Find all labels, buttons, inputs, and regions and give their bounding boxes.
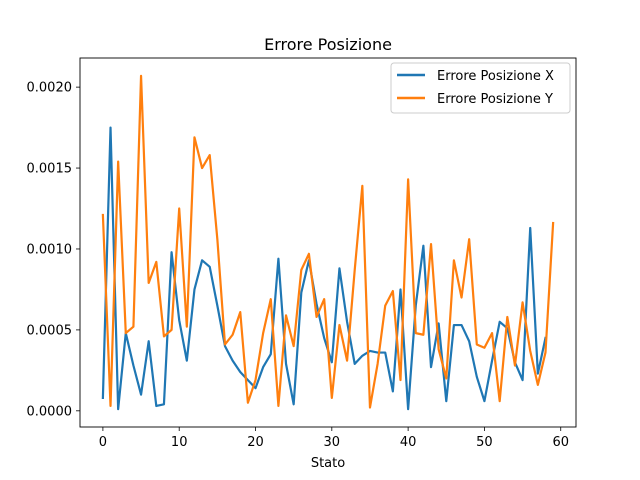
y-tick-label: 0.0010 [27,242,73,257]
x-axis-ticks: 0 10 20 30 40 50 60 [99,427,569,450]
y-tick-label: 0.0015 [27,162,73,177]
x-tick-label: 20 [247,435,264,450]
y-tick-label: 0.0020 [27,81,73,96]
legend-box [390,62,571,114]
series-line-0 [101,126,547,411]
x-tick-label: 60 [552,435,569,450]
plot-frame [79,57,577,428]
series-line-1 [101,74,555,409]
y-tick-label: 0.0005 [27,323,73,338]
y-tick-label: 0.0000 [27,404,73,419]
chart-title: Errore Posizione [264,35,392,54]
legend-label-x: Errore Posizione X [437,69,554,84]
x-tick-label: 40 [400,435,417,450]
x-axis-label: Stato [311,456,345,471]
x-tick-label: 50 [476,435,493,450]
x-tick-label: 0 [99,435,107,450]
legend: Errore Posizione X Errore Posizione Y [390,62,571,114]
x-tick-label: 30 [324,435,341,450]
legend-label-y: Errore Posizione Y [437,92,553,107]
y-axis-ticks: 0.0000 0.0005 0.0010 0.0015 0.0020 [27,81,80,419]
plot-lines [101,74,555,411]
x-tick-label: 10 [171,435,188,450]
